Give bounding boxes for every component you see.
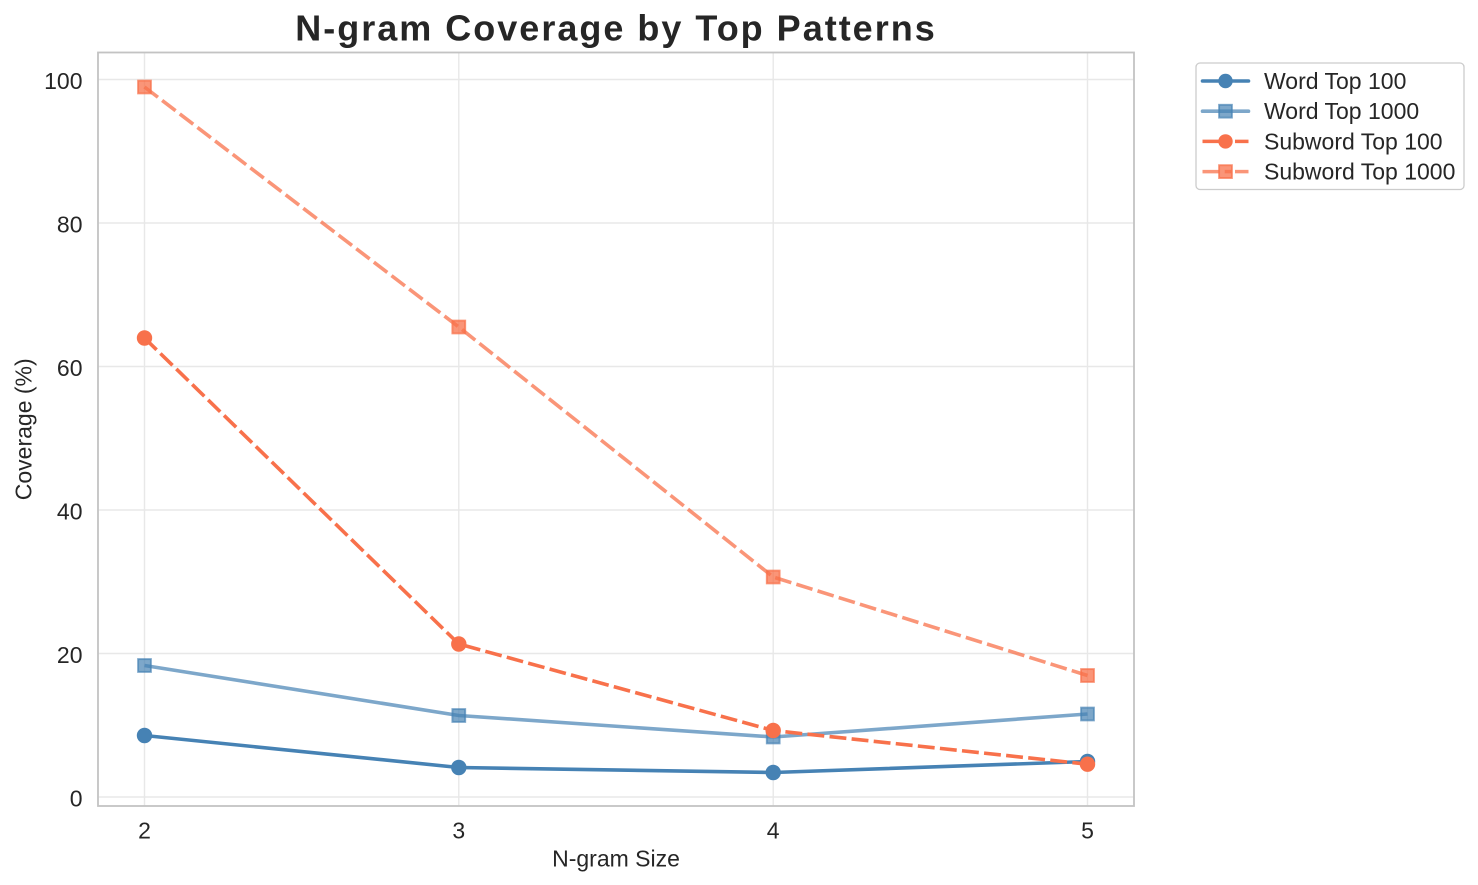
- svg-text:80: 80: [57, 211, 83, 237]
- svg-text:0: 0: [70, 785, 83, 811]
- svg-text:N-gram Size: N-gram Size: [552, 845, 680, 871]
- svg-text:Word Top 1000: Word Top 1000: [1264, 98, 1419, 124]
- svg-text:40: 40: [57, 498, 83, 524]
- svg-text:60: 60: [57, 355, 83, 381]
- svg-text:N-gram Coverage by Top Pattern: N-gram Coverage by Top Patterns: [295, 8, 936, 49]
- svg-text:Subword Top 100: Subword Top 100: [1264, 128, 1443, 154]
- svg-text:4: 4: [767, 818, 780, 844]
- svg-text:Word Top 100: Word Top 100: [1264, 68, 1406, 94]
- svg-text:Subword Top 1000: Subword Top 1000: [1264, 159, 1455, 185]
- svg-text:5: 5: [1081, 818, 1094, 844]
- svg-text:3: 3: [452, 818, 465, 844]
- svg-text:20: 20: [57, 642, 83, 668]
- svg-text:100: 100: [44, 68, 82, 94]
- svg-text:2: 2: [138, 818, 151, 844]
- svg-text:Coverage (%): Coverage (%): [11, 358, 37, 500]
